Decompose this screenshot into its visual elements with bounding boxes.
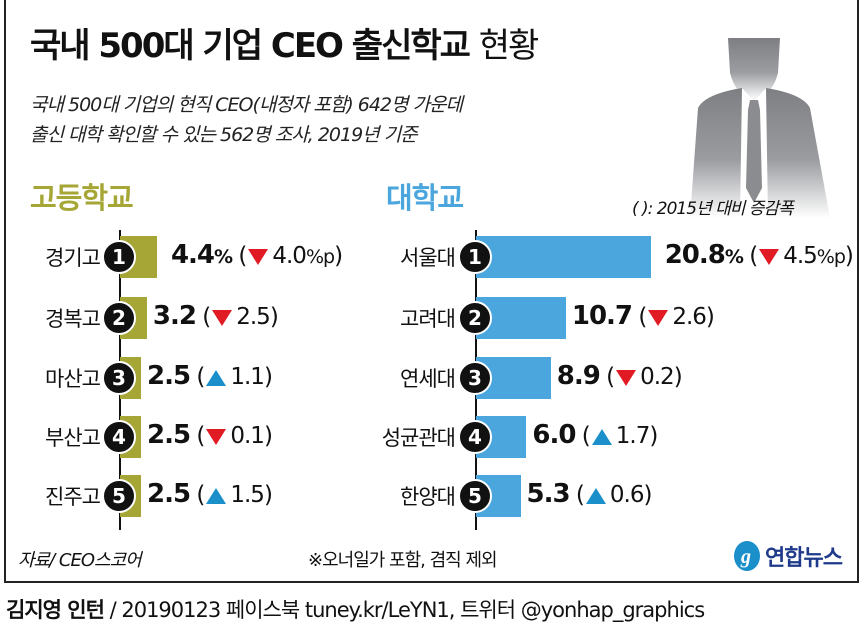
footer-author: 김지영 인턴 bbox=[6, 598, 105, 622]
change-value: 0.6 bbox=[609, 482, 645, 508]
value-number: 5.3 bbox=[526, 479, 571, 509]
university-category-label: 고려대 bbox=[400, 307, 456, 331]
up-triangle-icon bbox=[585, 487, 606, 504]
footnote-text: ※오너일가 포함, 겸직 제외 bbox=[308, 550, 498, 571]
university-value-label: 6.0 (1.7) bbox=[532, 420, 659, 450]
university-rank-badge: 4 bbox=[458, 420, 492, 454]
university-value-label: 5.3 (0.6) bbox=[526, 479, 653, 509]
change-label: (1.5) bbox=[190, 482, 273, 508]
university-value-label: 8.9 (0.2) bbox=[556, 361, 683, 391]
value-number: 2.5 bbox=[147, 479, 191, 509]
change-value: 1.7 bbox=[615, 423, 651, 449]
change-value: 1.1 bbox=[230, 364, 265, 390]
change-value: 4.0 bbox=[272, 243, 307, 269]
change-value: 2.6 bbox=[672, 304, 707, 330]
university-category-label: 연세대 bbox=[400, 367, 456, 391]
highschool-category-label: 경기고 bbox=[45, 246, 101, 270]
value-number: 2.5 bbox=[147, 361, 191, 391]
highschool-category-label: 부산고 bbox=[45, 426, 101, 450]
value-unit: % bbox=[724, 246, 744, 268]
subtitle-line-2: 출신 대학 확인할 수 있는 562명 조사, 2019년 기준 bbox=[30, 124, 418, 146]
change-label: (0.2) bbox=[599, 364, 683, 390]
highschool-value-label: 2.5 (0.1) bbox=[147, 420, 273, 450]
university-bar bbox=[476, 236, 651, 278]
university-rank-badge: 1 bbox=[458, 240, 492, 274]
change-unit: %p bbox=[305, 246, 335, 268]
highschool-category-label: 경복고 bbox=[45, 307, 101, 331]
value-number: 8.9 bbox=[556, 361, 601, 391]
university-category-label: 성균관대 bbox=[381, 426, 456, 450]
change-label: (2.6) bbox=[632, 304, 715, 330]
value-unit: % bbox=[214, 246, 233, 268]
legend-note: ( ): 2015년 대비 증감폭 bbox=[632, 199, 794, 219]
down-triangle-icon bbox=[212, 309, 233, 326]
change-label: (0.6) bbox=[569, 482, 653, 508]
change-value: 0.1 bbox=[230, 423, 265, 449]
change-value: 1.5 bbox=[230, 482, 265, 508]
change-label: (4.0%p) bbox=[232, 243, 343, 269]
change-value: 4.5 bbox=[783, 243, 818, 269]
value-number: 2.5 bbox=[147, 420, 191, 450]
highschool-rank-badge: 5 bbox=[102, 479, 136, 513]
logo-text: 연합뉴스 bbox=[765, 546, 843, 571]
value-number: 4.4 bbox=[170, 240, 215, 270]
change-label: (0.1) bbox=[190, 423, 273, 449]
highschool-category-label: 진주고 bbox=[45, 485, 101, 509]
change-value: 0.2 bbox=[640, 364, 675, 390]
university-rank-badge: 2 bbox=[458, 301, 492, 335]
down-triangle-icon bbox=[616, 369, 637, 386]
ceo-silhouette-image bbox=[690, 38, 830, 218]
highschool-value-label: 4.4% (4.0%p) bbox=[170, 240, 343, 270]
highschool-value-label: 2.5 (1.1) bbox=[147, 361, 273, 391]
university-value-label: 10.7 (2.6) bbox=[571, 301, 715, 331]
university-category-label: 서울대 bbox=[400, 246, 456, 270]
change-label: (1.7) bbox=[575, 423, 659, 449]
down-triangle-icon bbox=[206, 428, 227, 445]
highschool-rank-badge: 3 bbox=[102, 361, 136, 395]
highschool-heading: 고등학교 bbox=[30, 181, 134, 215]
svg-text:g: g bbox=[740, 546, 751, 568]
value-number: 20.8 bbox=[664, 240, 726, 270]
value-number: 6.0 bbox=[532, 420, 576, 450]
change-label: (1.1) bbox=[190, 364, 273, 390]
title-light: 현황 bbox=[478, 26, 540, 66]
down-triangle-icon bbox=[648, 309, 669, 326]
highschool-rank-badge: 1 bbox=[102, 240, 136, 274]
yonhap-logo-icon: g bbox=[734, 541, 760, 571]
university-heading: 대학교 bbox=[386, 181, 464, 215]
subtitle-line-1: 국내 500대 기업의 현직 CEO(내정자 포함) 642명 가운데 bbox=[30, 94, 463, 116]
change-label: (2.5) bbox=[195, 304, 279, 330]
university-value-label: 20.8% (4.5%p) bbox=[664, 240, 854, 270]
page-title: 국내 500대 기업 CEO 출신학교 현황 bbox=[30, 18, 540, 67]
value-number: 10.7 bbox=[571, 301, 633, 331]
university-rank-badge: 3 bbox=[458, 361, 492, 395]
change-unit: %p bbox=[816, 246, 846, 268]
source-text: 자료/ CEO스코어 bbox=[18, 550, 142, 571]
highschool-rank-badge: 2 bbox=[102, 301, 136, 335]
change-value: 2.5 bbox=[236, 304, 271, 330]
up-triangle-icon bbox=[206, 487, 227, 504]
infographic-frame bbox=[4, 0, 859, 583]
change-label: (4.5%p) bbox=[742, 243, 854, 269]
yonhap-logo: g 연합뉴스 bbox=[732, 540, 843, 572]
up-triangle-icon bbox=[206, 369, 227, 386]
footer-credit: 김지영 인턴 / 20190123 페이스북 tuney.kr/LeYN1, 트… bbox=[6, 594, 706, 624]
value-number: 3.2 bbox=[152, 301, 197, 331]
down-triangle-icon bbox=[248, 248, 269, 265]
footer-info: / 20190123 페이스북 tuney.kr/LeYN1, 트위터 @yon… bbox=[103, 598, 706, 622]
title-bold: 국내 500대 기업 CEO 출신학교 bbox=[30, 26, 471, 66]
up-triangle-icon bbox=[591, 428, 612, 445]
highschool-value-label: 2.5 (1.5) bbox=[147, 479, 273, 509]
highschool-category-label: 마산고 bbox=[45, 367, 101, 391]
highschool-value-label: 3.2 (2.5) bbox=[152, 301, 279, 331]
university-category-label: 한양대 bbox=[400, 485, 456, 509]
down-triangle-icon bbox=[759, 248, 780, 265]
highschool-rank-badge: 4 bbox=[102, 420, 136, 454]
university-rank-badge: 5 bbox=[458, 479, 492, 513]
